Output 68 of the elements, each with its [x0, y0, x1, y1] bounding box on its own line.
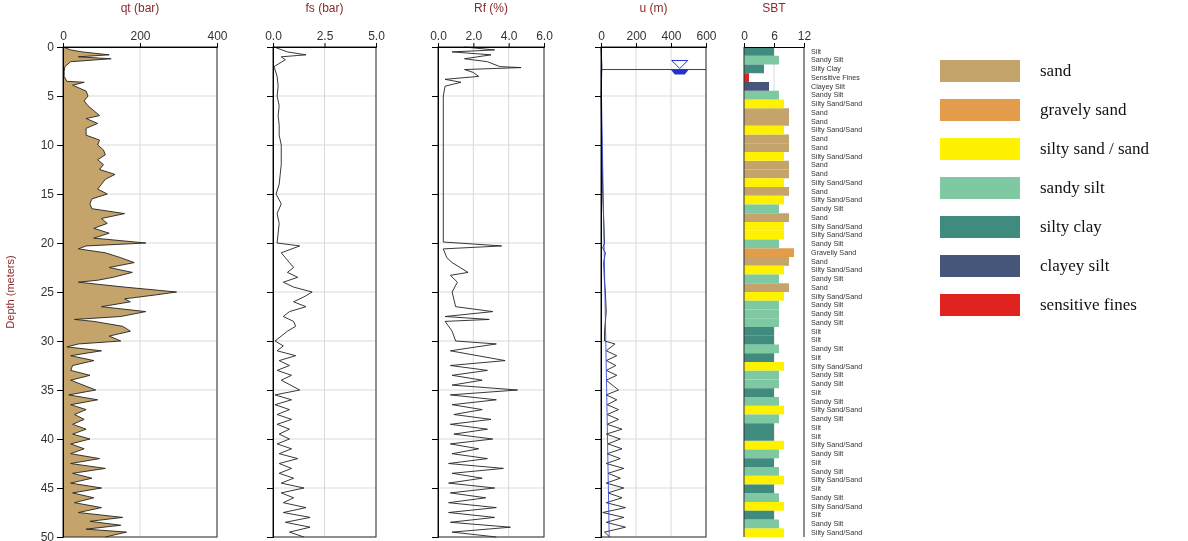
bar [744, 283, 789, 292]
bar [744, 178, 784, 187]
y-tick-label: 25 [40, 285, 55, 300]
bar [744, 388, 774, 397]
y-tick-label: 35 [40, 383, 55, 398]
bar [744, 292, 784, 301]
bar [744, 90, 779, 100]
x-tick-label: 6 [771, 29, 779, 43]
x-tick-label: 0 [741, 29, 749, 43]
bar [744, 187, 789, 196]
legend-label: gravely sand [1040, 100, 1127, 119]
y-tick-label: 45 [40, 481, 55, 496]
chart-title: fs (bar) [305, 1, 344, 15]
x-tick-label: 200 [626, 29, 647, 43]
x-tick-label: 0.0 [430, 29, 448, 43]
bar [744, 502, 784, 511]
bar [744, 475, 784, 485]
y-tick-label: 0 [47, 40, 55, 55]
bar [744, 528, 784, 537]
chart-title: qt (bar) [120, 1, 160, 15]
x-tick-label: 200 [130, 29, 151, 43]
legend-label: clayey silt [1040, 256, 1110, 275]
y-tick-label: 15 [40, 187, 55, 202]
bar [744, 265, 784, 275]
bar [744, 125, 784, 135]
bar [744, 248, 794, 257]
bar [744, 82, 769, 91]
legend-label: silty clay [1040, 217, 1103, 236]
bar [744, 458, 774, 467]
bar [744, 493, 779, 502]
legend-label: sand [1040, 61, 1072, 80]
x-tick-label: 0 [598, 29, 606, 43]
x-tick-label: 0.0 [265, 29, 283, 43]
bar [744, 353, 774, 362]
bar [744, 257, 789, 266]
x-tick-label: 400 [207, 29, 228, 43]
bar [744, 152, 784, 161]
bar [744, 55, 779, 65]
bar [744, 405, 784, 415]
bar [744, 440, 784, 450]
y-tick-label: 40 [40, 432, 55, 447]
bar [744, 362, 784, 371]
legend-label: sensitive fines [1040, 295, 1137, 314]
x-tick-label: 12 [797, 29, 812, 43]
x-tick-label: 2.5 [316, 29, 334, 43]
x-tick-label: 400 [661, 29, 682, 43]
y-axis-title: Depth (meters) [4, 255, 16, 329]
x-tick-label: 0 [60, 29, 68, 43]
y-tick-label: 50 [40, 530, 55, 541]
bar [744, 467, 779, 476]
chart-title: SBT [762, 1, 787, 15]
y-tick-label: 5 [47, 89, 55, 104]
x-tick-label: 600 [696, 29, 717, 43]
x-tick-label: 4.0 [500, 29, 518, 43]
legend-label: sandy silt [1040, 178, 1105, 197]
x-tick-label: 6.0 [536, 29, 554, 43]
chart-title: u (m) [639, 1, 668, 15]
y-tick-label: 30 [40, 334, 55, 349]
bar [744, 195, 784, 205]
bar [744, 213, 789, 222]
chart-title: Rf (%) [474, 1, 508, 15]
x-tick-label: 5.0 [368, 29, 386, 43]
legend-label: silty sand / sand [1040, 139, 1150, 158]
bar [744, 397, 779, 406]
y-tick-label: 20 [40, 236, 55, 251]
x-tick-label: 2.0 [465, 29, 483, 43]
y-tick-label: 10 [40, 138, 55, 153]
bar [744, 510, 774, 520]
